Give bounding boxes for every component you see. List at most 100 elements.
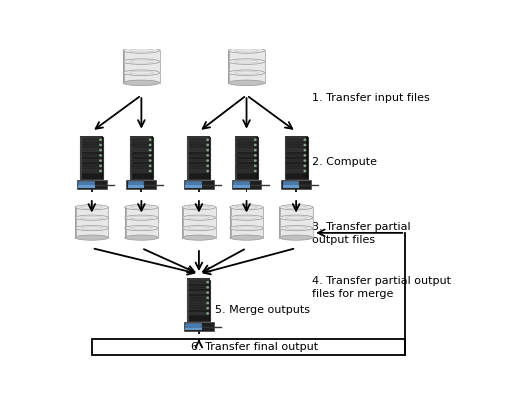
Circle shape bbox=[304, 155, 306, 156]
Circle shape bbox=[150, 144, 151, 145]
Bar bbox=[189, 301, 209, 305]
Circle shape bbox=[254, 139, 256, 140]
Bar bbox=[123, 62, 160, 72]
Bar bbox=[131, 169, 152, 173]
Ellipse shape bbox=[182, 235, 216, 240]
Circle shape bbox=[207, 155, 208, 156]
Ellipse shape bbox=[230, 215, 263, 220]
Bar bbox=[80, 137, 103, 179]
Text: 5. Merge outputs: 5. Merge outputs bbox=[215, 305, 310, 315]
Bar bbox=[81, 164, 102, 168]
Circle shape bbox=[207, 302, 208, 304]
Bar bbox=[208, 279, 210, 321]
Circle shape bbox=[100, 139, 101, 140]
Ellipse shape bbox=[123, 59, 160, 65]
Bar bbox=[187, 279, 210, 321]
Bar bbox=[130, 136, 153, 137]
Bar bbox=[131, 154, 152, 157]
Bar bbox=[189, 286, 209, 289]
Bar bbox=[228, 73, 230, 83]
Bar bbox=[280, 207, 313, 217]
Bar bbox=[230, 207, 263, 217]
Ellipse shape bbox=[123, 80, 160, 85]
Bar bbox=[286, 138, 306, 141]
Circle shape bbox=[304, 139, 306, 140]
Bar bbox=[280, 218, 313, 227]
Bar bbox=[187, 137, 210, 179]
Ellipse shape bbox=[75, 226, 109, 231]
Bar bbox=[281, 180, 311, 189]
Ellipse shape bbox=[230, 205, 263, 210]
Bar bbox=[230, 207, 232, 217]
Ellipse shape bbox=[182, 205, 216, 210]
Circle shape bbox=[150, 139, 151, 140]
Bar bbox=[228, 51, 265, 60]
Ellipse shape bbox=[182, 226, 216, 231]
Bar bbox=[80, 137, 82, 179]
Circle shape bbox=[304, 160, 306, 161]
Bar bbox=[198, 189, 200, 192]
Bar bbox=[237, 148, 257, 152]
Bar bbox=[237, 154, 257, 157]
Circle shape bbox=[100, 160, 101, 161]
Bar bbox=[295, 189, 297, 192]
Bar bbox=[125, 218, 126, 227]
Ellipse shape bbox=[230, 235, 263, 240]
Bar bbox=[285, 137, 286, 179]
Bar bbox=[246, 189, 247, 192]
Circle shape bbox=[100, 165, 101, 166]
Circle shape bbox=[100, 155, 101, 156]
Bar bbox=[78, 181, 95, 188]
Bar bbox=[81, 148, 102, 152]
Ellipse shape bbox=[228, 70, 265, 76]
Text: 4. Transfer partial output
files for merge: 4. Transfer partial output files for mer… bbox=[312, 276, 451, 299]
Circle shape bbox=[150, 160, 151, 161]
Bar bbox=[131, 143, 152, 147]
Circle shape bbox=[100, 150, 101, 151]
Bar bbox=[182, 218, 216, 227]
Circle shape bbox=[207, 139, 208, 140]
Bar bbox=[131, 148, 152, 152]
Bar bbox=[231, 180, 262, 189]
Circle shape bbox=[100, 144, 101, 145]
Bar bbox=[280, 207, 282, 217]
Bar bbox=[75, 218, 109, 227]
Circle shape bbox=[207, 282, 208, 283]
Bar bbox=[123, 51, 160, 60]
Ellipse shape bbox=[75, 235, 109, 240]
Bar bbox=[123, 51, 125, 60]
Bar bbox=[285, 185, 319, 186]
Bar bbox=[125, 228, 158, 238]
Bar bbox=[81, 154, 102, 157]
Bar bbox=[280, 228, 313, 238]
Bar bbox=[123, 62, 125, 72]
Bar bbox=[237, 138, 257, 141]
Bar bbox=[78, 185, 95, 188]
Bar bbox=[130, 137, 153, 179]
Bar bbox=[125, 207, 158, 217]
Bar bbox=[237, 164, 257, 168]
Ellipse shape bbox=[280, 215, 313, 220]
Bar bbox=[286, 154, 306, 157]
Bar bbox=[185, 328, 202, 330]
Circle shape bbox=[150, 165, 151, 166]
Bar bbox=[283, 185, 299, 188]
Bar bbox=[187, 185, 222, 186]
Ellipse shape bbox=[280, 226, 313, 231]
Bar bbox=[187, 327, 222, 328]
Bar bbox=[286, 169, 306, 173]
Bar bbox=[237, 143, 257, 147]
Bar bbox=[125, 207, 126, 217]
Bar bbox=[235, 136, 258, 137]
Bar bbox=[131, 164, 152, 168]
Ellipse shape bbox=[75, 215, 109, 220]
Ellipse shape bbox=[123, 48, 160, 53]
Circle shape bbox=[254, 165, 256, 166]
Circle shape bbox=[207, 297, 208, 298]
Bar bbox=[230, 218, 263, 227]
Bar bbox=[126, 180, 156, 189]
Bar bbox=[228, 62, 265, 72]
Ellipse shape bbox=[228, 48, 265, 53]
Bar bbox=[189, 306, 209, 310]
Bar bbox=[228, 62, 230, 72]
